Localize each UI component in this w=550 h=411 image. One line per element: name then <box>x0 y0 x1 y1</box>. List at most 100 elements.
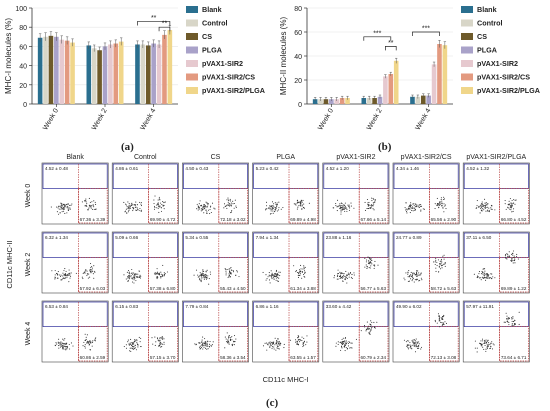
c-scatter-dot <box>341 273 343 275</box>
c-scatter-dot <box>373 198 375 200</box>
c-scatter-dot <box>346 210 348 212</box>
c-scatter-dot <box>415 275 418 277</box>
c-scatter-dot <box>420 274 422 276</box>
c-scatter-dot <box>238 276 240 278</box>
c-scatter-dot <box>197 274 199 276</box>
c-scatter-dot <box>153 273 156 275</box>
c-scatter-dot <box>64 338 66 340</box>
c-plot-frame <box>182 231 249 294</box>
c-scatter-dot <box>158 196 160 198</box>
c-scatter-dot <box>484 272 486 274</box>
c-scatter-dot <box>90 342 92 344</box>
c-scatter-dot <box>514 258 516 260</box>
c-scatter-dot <box>132 277 134 279</box>
c-scatter-dot <box>157 202 159 204</box>
c-scatter-dot <box>85 200 87 202</box>
c-bottom-gate-value: 63.55 ± 1.57 <box>290 355 316 360</box>
c-scatter-dot <box>134 206 136 208</box>
c-scatter-dot <box>370 262 372 264</box>
c-scatter-dot <box>128 275 130 277</box>
c-scatter-dot <box>204 338 206 340</box>
c-scatter-dot <box>342 277 344 279</box>
c-scatter-dot <box>275 207 278 209</box>
c-scatter-dot <box>439 321 442 323</box>
c-scatter-dot <box>413 272 415 274</box>
c-scatter-dot <box>205 278 208 280</box>
c-scatter-dot <box>126 271 128 273</box>
c-scatter-dot <box>61 279 63 281</box>
c-scatter-dot <box>92 270 94 272</box>
c-scatter-dot <box>60 204 62 206</box>
c-scatter-dot <box>162 204 164 206</box>
c-scatter-dot <box>367 263 370 265</box>
c-gate-bottom-right <box>499 188 529 224</box>
c-scatter-dot <box>486 204 488 206</box>
c-scatter-dot <box>89 201 91 203</box>
c-scatter-dot <box>94 201 96 203</box>
c-scatter-dot <box>419 279 421 281</box>
c-scatter-dot <box>367 204 369 206</box>
c-scatter-dot <box>231 345 234 347</box>
c-scatter-dot <box>366 321 368 323</box>
c-scatter-dot <box>130 338 132 341</box>
c-scatter-dot <box>437 271 440 273</box>
c-scatter-dot <box>62 272 64 274</box>
c-scatter-dot <box>482 273 484 275</box>
c-gate-bottom-right <box>148 188 178 224</box>
c-scatter-dot <box>476 275 479 277</box>
c-scatter-dot <box>62 208 64 210</box>
c-scatter-dot <box>54 276 56 278</box>
c-scatter-dot <box>304 271 306 273</box>
c-scatter-dot <box>161 338 163 340</box>
c-scatter-dot <box>409 212 411 214</box>
c-scatter-dot <box>301 271 303 273</box>
c-scatter-dot <box>130 275 132 277</box>
c-scatter-dot <box>303 266 305 268</box>
c-plot-frame <box>41 231 109 294</box>
c-scatter-dot <box>335 203 337 205</box>
c-scatter-dot <box>350 202 352 204</box>
c-scatter-dot <box>125 347 128 349</box>
c-scatter-dot <box>65 277 67 279</box>
c-scatter-dot <box>166 271 168 273</box>
c-scatter-dot <box>58 208 60 210</box>
c-scatter-dot <box>297 342 299 344</box>
c-scatter-dot <box>404 207 406 209</box>
c-scatter-dot <box>228 342 230 344</box>
c-scatter-dot <box>369 204 371 206</box>
c-scatter-dot <box>89 276 91 278</box>
c-scatter-dot <box>86 342 88 344</box>
c-scatter-dot <box>337 341 339 343</box>
c-scatter-dot <box>128 205 130 207</box>
c-scatter-dot <box>203 204 205 206</box>
c-scatter-dot <box>341 347 343 349</box>
c-scatter-dot <box>64 275 66 277</box>
c-scatter-dot <box>511 323 513 325</box>
c-top-gate-value: 37.11 ± 6.50 <box>466 235 492 240</box>
c-scatter-dot <box>273 206 275 208</box>
a-bar <box>167 30 173 104</box>
c-scatter-dot <box>340 276 342 278</box>
a-ytick-label: 100 <box>15 6 27 13</box>
c-scatter-dot <box>476 351 478 353</box>
c-scatter-dot <box>347 273 349 276</box>
c-scatter-dot <box>480 342 482 345</box>
c-scatter-dot <box>336 206 338 208</box>
c-scatter-dots <box>335 320 378 352</box>
c-scatter-dot <box>300 200 303 202</box>
c-scatter-dot <box>441 317 443 319</box>
c-scatter-dot <box>371 263 373 265</box>
c-scatter-dot <box>89 268 91 270</box>
c-scatter-dot <box>344 350 346 352</box>
c-scatter-dot <box>211 344 213 346</box>
c-scatter-dot <box>371 200 373 202</box>
c-scatter-dot <box>229 198 231 200</box>
c-scatter-dot <box>158 272 160 274</box>
c-scatter-dot <box>265 201 268 203</box>
c-scatter-dot <box>279 271 281 273</box>
c-scatter-dot <box>163 273 166 276</box>
c-scatter-dot <box>161 275 163 277</box>
c-scatter-dot <box>139 275 141 277</box>
c-scatter-dot <box>279 344 281 346</box>
c-scatter-dot <box>199 345 201 347</box>
